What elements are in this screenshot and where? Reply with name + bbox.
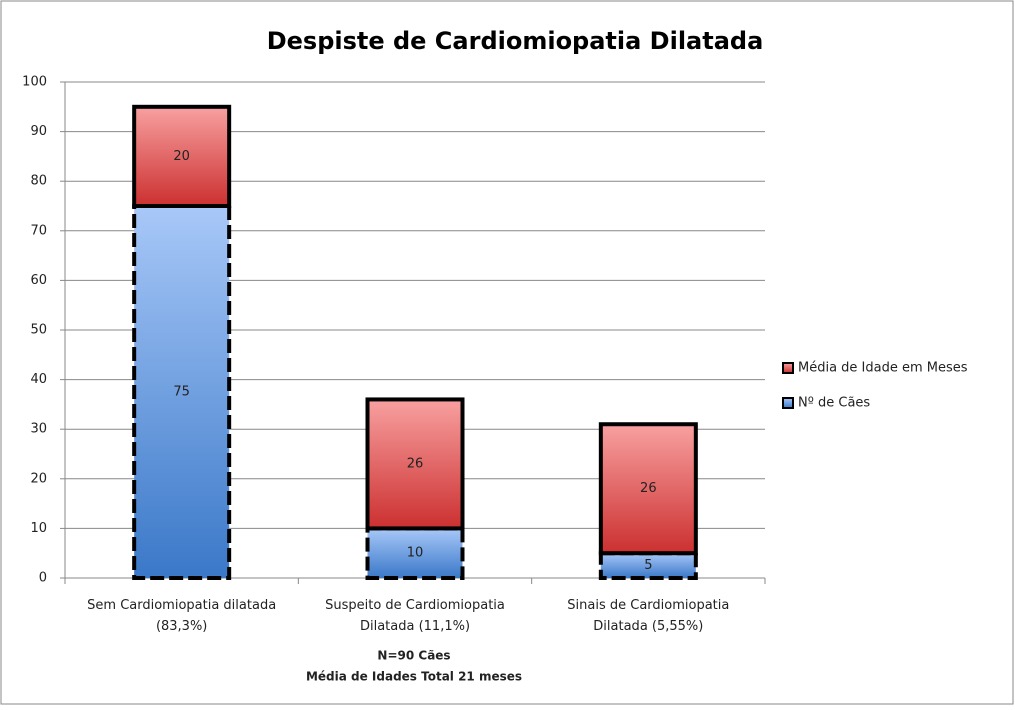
bar bbox=[365, 397, 465, 531]
x-tick-label: Sinais de Cardiomiopatia Dilatada (5,55%) bbox=[567, 598, 729, 634]
y-tick-label: 80 bbox=[30, 174, 47, 189]
x-tick-label-line: (83,3%) bbox=[156, 619, 207, 634]
y-tick-label: 60 bbox=[30, 273, 47, 288]
data-label: 75 bbox=[173, 385, 190, 400]
legend-label: Nº de Cães bbox=[798, 396, 870, 411]
x-tick-label-line: Dilatada (5,55%) bbox=[593, 619, 703, 634]
legend-label: Média de Idade em Meses bbox=[798, 361, 968, 376]
data-label: 5 bbox=[644, 558, 652, 573]
data-label: 26 bbox=[640, 481, 657, 496]
y-tick-label: 50 bbox=[30, 323, 47, 338]
x-tick-label-line: Dilatada (11,1%) bbox=[360, 619, 470, 634]
y-tick-label: 0 bbox=[39, 571, 47, 586]
y-tick-label: 20 bbox=[30, 471, 47, 486]
annotation: N=90 Cães bbox=[377, 649, 450, 663]
y-tick-label: 30 bbox=[30, 422, 47, 437]
data-label: 10 bbox=[407, 546, 424, 561]
chart-title: Despiste de Cardiomiopatia Dilatada bbox=[267, 27, 764, 55]
x-tick-label-line: Suspeito de Cardiomiopatia bbox=[325, 598, 505, 613]
bar bbox=[132, 104, 232, 208]
y-tick-label: 40 bbox=[30, 372, 47, 387]
y-tick-label: 90 bbox=[30, 124, 47, 139]
y-tick-label: 70 bbox=[30, 223, 47, 238]
y-tick-label: 100 bbox=[22, 75, 47, 90]
data-label: 20 bbox=[173, 149, 190, 164]
data-label: 26 bbox=[407, 456, 424, 471]
legend-swatch bbox=[782, 397, 794, 409]
annotation: Média de Idades Total 21 meses bbox=[306, 670, 522, 684]
x-tick-label-line: Sinais de Cardiomiopatia bbox=[567, 598, 729, 613]
legend-swatch bbox=[782, 362, 794, 374]
bar bbox=[132, 204, 232, 580]
x-tick-label: Sem Cardiomiopatia dilatada (83,3%) bbox=[87, 598, 276, 634]
y-tick-label: 10 bbox=[30, 521, 47, 536]
x-tick-label-line: Sem Cardiomiopatia dilatada bbox=[87, 598, 276, 613]
x-tick-label: Suspeito de Cardiomiopatia Dilatada (11,1… bbox=[325, 598, 505, 634]
bar bbox=[598, 422, 698, 556]
